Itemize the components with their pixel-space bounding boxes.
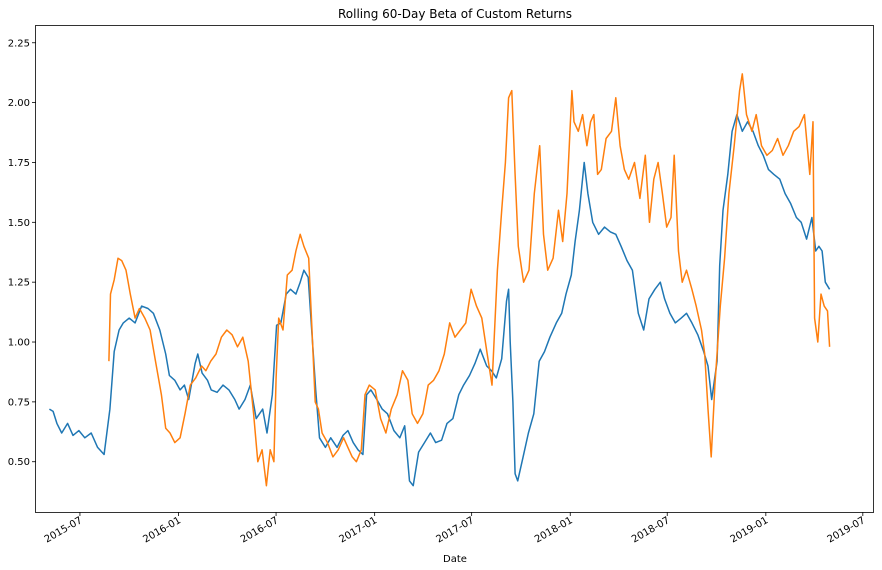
y-tick-label: 1.00	[8, 338, 30, 349]
series-line-2	[108, 73, 831, 487]
y-tick-label: 1.25	[8, 278, 30, 289]
y-tick-label: 1.75	[8, 158, 30, 169]
x-axis-label: Date	[443, 554, 467, 565]
y-tick-label: 1.50	[8, 218, 30, 229]
y-tick-label: 2.25	[8, 38, 30, 49]
y-axis: 0.50 0.75 1.00 1.25 1.50 1.75 2.00 2.25	[8, 38, 36, 468]
chart-title: Rolling 60-Day Beta of Custom Returns	[338, 7, 572, 21]
series-layer	[49, 73, 831, 487]
plot-frame	[35, 25, 874, 513]
y-tick-label: 0.50	[8, 457, 30, 468]
y-tick-label: 0.75	[8, 397, 30, 408]
y-tick-label: 2.00	[8, 98, 30, 109]
